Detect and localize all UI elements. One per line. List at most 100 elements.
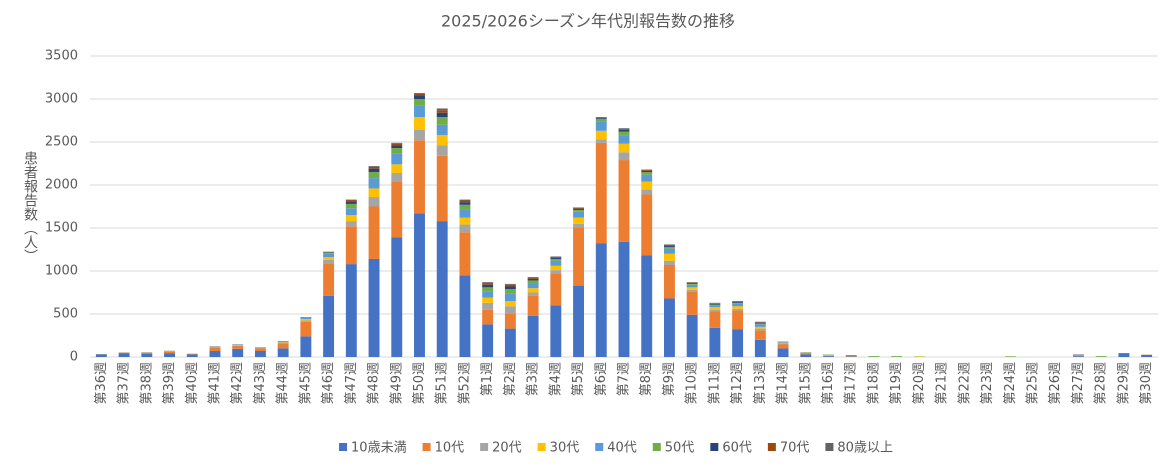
x-tick-label: 第14週: [776, 362, 791, 405]
x-tick-label: 第27週: [1071, 362, 1086, 405]
bar-segment: [732, 308, 744, 311]
bar-segment: [550, 260, 562, 266]
y-axis-label: 患者報告数（人）: [22, 151, 38, 263]
bar-segment: [414, 117, 425, 130]
bar-segment: [754, 322, 766, 324]
bar-segment: [709, 303, 721, 305]
x-tick-label: 第12週: [730, 362, 745, 405]
bar-segment: [504, 314, 516, 329]
bar-segment: [232, 345, 244, 349]
legend-swatch: [595, 443, 604, 451]
bar-segment: [550, 305, 562, 357]
bar-segment: [618, 135, 630, 144]
legend-label: 50代: [665, 441, 695, 456]
bar-segment: [459, 204, 471, 210]
bar-segment: [482, 324, 494, 357]
bar-segment: [209, 350, 221, 357]
legend-label: 30代: [550, 441, 580, 456]
legend-label: 80歳以上: [837, 441, 893, 456]
bar-segment: [777, 344, 789, 349]
bar-segment: [550, 256, 562, 258]
x-tick-label: 第6週: [594, 362, 609, 396]
bar-segment: [459, 275, 471, 357]
x-tick-label: 第18週: [866, 362, 881, 405]
bar-segment: [345, 226, 357, 265]
bar-segment: [300, 336, 312, 357]
bar-segment: [732, 306, 744, 309]
bar-segment: [663, 246, 675, 249]
y-tick-label: 2500: [45, 135, 78, 150]
bar-segment: [345, 200, 357, 202]
bar-segment: [368, 178, 380, 189]
bar-segment: [595, 139, 607, 143]
bar-segment: [186, 354, 198, 357]
bar-segment: [323, 253, 335, 258]
bar-segment: [345, 264, 357, 357]
bar-segment: [754, 328, 766, 331]
bar-segment: [527, 283, 539, 289]
bar-segment: [754, 324, 766, 327]
bar-segment: [777, 342, 789, 344]
legend-label: 70代: [780, 441, 810, 456]
bar-segment: [300, 320, 312, 322]
bar-segment: [527, 277, 539, 278]
bar-segment: [663, 253, 675, 261]
bar-segment: [663, 260, 675, 265]
bar-segment: [414, 95, 425, 99]
bar-segment: [800, 353, 812, 355]
bar-segment: [686, 314, 698, 357]
x-tick-label: 第38週: [139, 362, 154, 405]
bar-segment: [732, 301, 744, 303]
bar-segment: [618, 128, 630, 130]
x-tick-label: 第46週: [321, 362, 336, 405]
bar-segment: [345, 221, 357, 227]
bar-segment: [550, 265, 562, 271]
bar-segment: [618, 241, 630, 357]
bar-segment: [414, 92, 425, 94]
x-tick-label: 第23週: [980, 362, 995, 405]
bar-segment: [232, 348, 244, 357]
bar-segment: [709, 304, 721, 306]
bar-segment: [709, 309, 721, 312]
y-tick-label: 1500: [45, 221, 78, 236]
bar-segment: [391, 181, 403, 238]
x-tick-label: 第39週: [162, 362, 177, 405]
legend-swatch: [767, 443, 776, 451]
bar-segment: [459, 217, 471, 225]
bar-segment: [573, 285, 585, 357]
bar-segment: [482, 283, 494, 285]
bar-segment: [459, 232, 471, 276]
bar-segment: [868, 356, 880, 357]
bar-segment: [527, 292, 539, 296]
bar-segment: [891, 356, 903, 357]
bar-segment: [391, 148, 403, 154]
bar-segment: [436, 145, 448, 156]
x-tick-label: 第47週: [344, 362, 359, 405]
bar-segment: [436, 135, 448, 146]
bar-segment: [527, 277, 539, 279]
x-tick-label: 第3週: [526, 362, 541, 396]
y-tick-label: 2000: [45, 178, 78, 193]
x-tick-label: 第16週: [821, 362, 836, 405]
y-tick-label: 0: [70, 350, 78, 365]
bar-segment: [573, 227, 585, 286]
x-tick-label: 第8週: [639, 362, 654, 396]
bar-segment: [754, 326, 766, 329]
bar-segment: [323, 263, 335, 296]
bar-segment: [618, 160, 630, 242]
bar-segment: [459, 200, 471, 203]
bar-segment: [686, 283, 698, 284]
bar-segment: [482, 287, 494, 292]
x-tick-label: 第30週: [1139, 362, 1154, 405]
bar-segment: [641, 255, 653, 357]
bar-segment: [277, 343, 289, 349]
y-tick-label: 3500: [45, 49, 78, 64]
bar-segment: [527, 315, 539, 357]
y-tick-label: 1000: [45, 264, 78, 279]
x-tick-label: 第21週: [935, 362, 950, 405]
bar-segment: [504, 286, 516, 290]
bar-segment: [277, 342, 289, 344]
bar-segment: [436, 221, 448, 357]
bar-segment: [414, 105, 425, 118]
bar-segment: [436, 124, 448, 136]
